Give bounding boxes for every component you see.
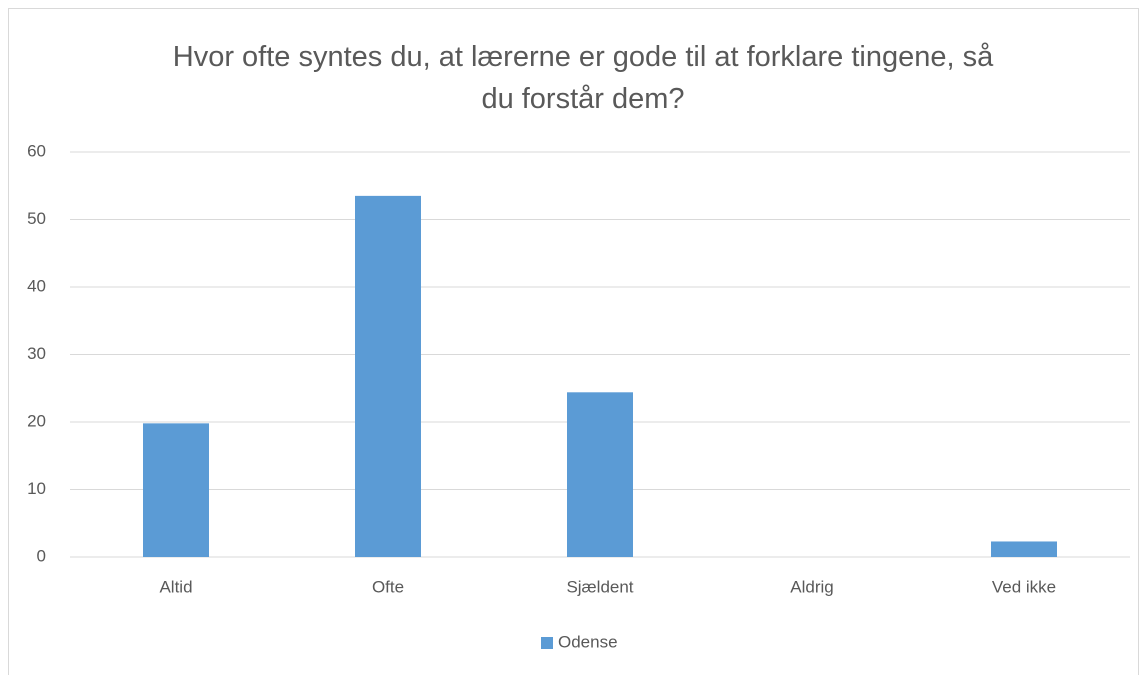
legend-label: Odense: [558, 632, 618, 651]
x-tick-label: Ofte: [372, 577, 404, 596]
y-tick-label: 30: [27, 344, 46, 363]
bar: [143, 423, 209, 557]
x-tick-label: Ved ikke: [992, 577, 1056, 596]
legend-swatch: [541, 637, 553, 649]
y-tick-label: 50: [27, 209, 46, 228]
x-tick-label: Sjældent: [566, 577, 633, 596]
y-tick-label: 10: [27, 479, 46, 498]
y-tick-label: 20: [27, 411, 46, 430]
bar: [991, 541, 1057, 557]
chart-border: [8, 8, 1139, 675]
x-tick-label: Altid: [159, 577, 192, 596]
x-tick-label: Aldrig: [790, 577, 833, 596]
y-tick-label: 60: [27, 141, 46, 160]
y-tick-label: 0: [37, 546, 46, 565]
chart-title: Hvor ofte syntes du, at lærerne er gode …: [172, 41, 994, 115]
y-tick-label: 40: [27, 276, 46, 295]
bar: [567, 392, 633, 557]
bar: [355, 195, 421, 557]
